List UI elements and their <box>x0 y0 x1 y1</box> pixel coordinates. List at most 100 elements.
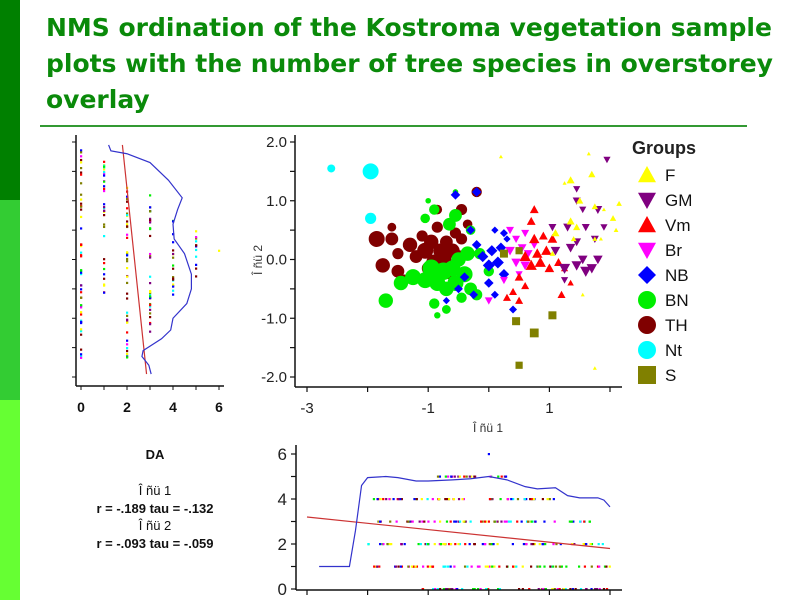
overlay-point <box>530 543 533 546</box>
overlay-point <box>426 565 429 568</box>
scatter-point-vm <box>521 281 530 290</box>
overlay-point <box>80 254 83 257</box>
overlay-point <box>438 475 442 478</box>
overlay-point <box>537 588 540 591</box>
overlay-point <box>126 236 129 239</box>
overlay-point <box>476 588 480 591</box>
overlay-point <box>444 565 447 568</box>
overlay-point <box>431 588 435 591</box>
overlay-point <box>461 498 464 501</box>
scatter-point-br <box>530 241 539 249</box>
overlay-point <box>103 206 106 209</box>
overlay-point <box>149 221 152 224</box>
overlay-point <box>149 296 152 300</box>
scatter-point-vm <box>541 245 552 255</box>
overlay-point <box>80 284 83 287</box>
overlay-point <box>407 520 410 523</box>
overlay-point <box>149 305 152 308</box>
overlay-point <box>172 241 175 244</box>
overlay-point <box>463 475 466 478</box>
overlay-point <box>450 475 453 478</box>
overlay-point <box>386 543 389 546</box>
title-divider <box>40 125 747 127</box>
scatter-point-br <box>484 297 493 305</box>
overlay-point <box>103 203 106 206</box>
scatter-point-nb <box>442 297 450 305</box>
overlay-point <box>149 304 152 307</box>
main-ordination-plot: 2.0 1.0 0.0 -1.0 -2.0 -3 -1 1 Î ñü 1 Î ñü 2 <box>250 134 622 435</box>
overlay-point <box>458 520 462 523</box>
scatter-point-f <box>549 250 556 256</box>
overlay-point <box>103 160 106 163</box>
overlay-point <box>377 520 380 523</box>
overlay-point <box>453 520 456 523</box>
scatter-point-gm <box>548 223 557 232</box>
sidebar-segment-dark <box>0 0 20 200</box>
sidebar-segment-light <box>0 400 20 600</box>
overlay-point <box>172 276 175 279</box>
overlay-point <box>103 258 106 261</box>
overlay-point <box>410 565 414 568</box>
scatter-point-gm <box>580 266 592 277</box>
overlay-point <box>406 520 409 523</box>
regression-line <box>121 144 148 375</box>
legend-marker-br <box>638 242 656 259</box>
overlay-point <box>417 543 420 546</box>
overlay-point <box>126 212 129 215</box>
overlay-point <box>485 588 488 591</box>
overlay-point <box>126 197 129 201</box>
overlay-point <box>523 498 526 501</box>
overlay-point <box>608 565 611 568</box>
overlay-point <box>103 187 106 190</box>
overlay-point <box>80 288 83 291</box>
overlay-point <box>462 498 465 501</box>
main-y-axis-title: Î ñü 2 <box>250 245 265 276</box>
overlay-point <box>582 543 585 546</box>
overlay-point <box>426 498 429 501</box>
overlay-point <box>80 202 83 205</box>
main-x-tick-label: -3 <box>300 400 313 417</box>
overlay-point <box>149 234 152 238</box>
scatter-point-s <box>515 361 523 369</box>
overlay-point <box>577 565 581 568</box>
overlay-point <box>551 588 554 591</box>
scatter-point-s <box>548 311 557 320</box>
overlay-point <box>126 275 129 278</box>
overlay-point <box>195 248 198 252</box>
overlay-point <box>579 588 583 591</box>
legend-label-f: F <box>665 166 675 185</box>
overlay-point <box>195 267 198 270</box>
overlay-point <box>419 543 422 546</box>
overlay-point <box>590 565 593 568</box>
overlay-point <box>583 565 587 568</box>
overlay-point <box>126 311 129 314</box>
overlay-point <box>464 543 467 546</box>
overlay-point <box>411 520 414 523</box>
overlay-point <box>536 565 539 568</box>
overlay-point <box>520 520 523 523</box>
overlay-point <box>172 278 175 281</box>
legend-marker-f <box>638 166 656 183</box>
overlay-point <box>103 261 106 265</box>
da-axis1-stats: r = -.189 tau = -.132 <box>96 501 213 516</box>
scatter-point-nb <box>498 268 510 280</box>
overlay-point <box>399 498 402 501</box>
scatter-point-nb <box>491 256 504 269</box>
overlay-point <box>149 256 152 259</box>
overlay-point <box>126 207 129 210</box>
overlay-point <box>400 498 403 501</box>
scatter-point-bn <box>393 275 409 291</box>
overlay-point <box>415 498 418 501</box>
overlay-point <box>456 588 459 591</box>
overlay-point <box>367 543 370 546</box>
overlay-point <box>511 565 515 568</box>
overlay-point <box>149 210 152 213</box>
overlay-point <box>103 267 106 271</box>
scatter-point-br <box>506 226 515 235</box>
overlay-point <box>403 543 406 546</box>
overlay-point <box>546 498 549 501</box>
scatter-point-vm <box>544 263 555 273</box>
overlay-point <box>80 158 83 162</box>
overlay-point <box>80 296 83 299</box>
overlay-point <box>80 171 83 174</box>
